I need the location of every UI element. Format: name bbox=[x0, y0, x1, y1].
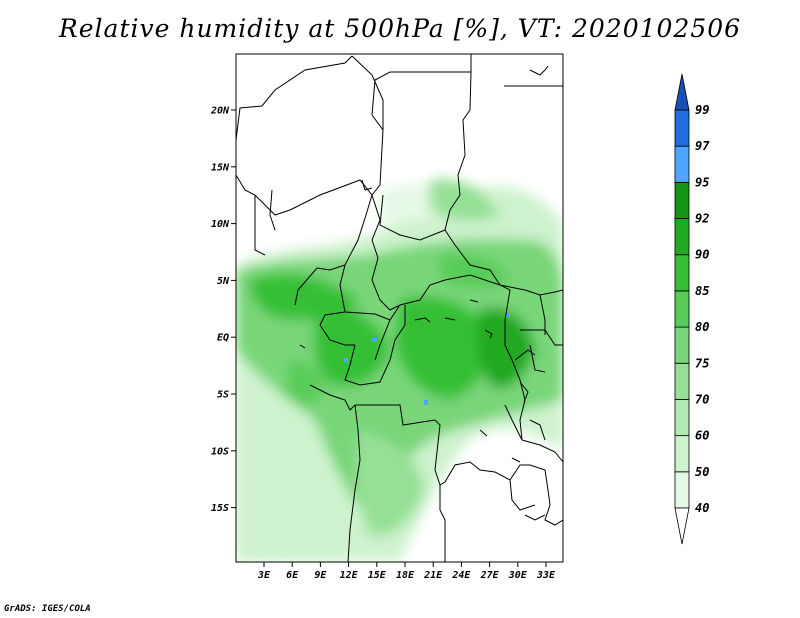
colorbar-level-label: 97 bbox=[695, 139, 710, 153]
colorbar-level-label: 60 bbox=[695, 429, 709, 443]
colorbar-level-label: 40 bbox=[695, 501, 709, 515]
lon-tick-label: 30E bbox=[508, 570, 528, 581]
map-frame bbox=[235, 53, 564, 563]
chart-title: Relative humidity at 500hPa [%], VT: 202… bbox=[58, 14, 742, 43]
lat-tick-label: EQ bbox=[217, 333, 229, 344]
lat-tick-label: 10N bbox=[211, 219, 230, 230]
colorbar-max-arrow bbox=[674, 73, 690, 111]
colorbar: 40 50 60 70 75 80 85 90 92 95 97 99 bbox=[674, 73, 710, 545]
latitude-axis: 20N 15N 10N 5N EQ 5S 10S 15S bbox=[210, 106, 236, 514]
colorbar-segment bbox=[674, 362, 690, 400]
colorbar-level-label: 70 bbox=[695, 392, 709, 406]
lat-tick-label: 20N bbox=[210, 106, 230, 117]
colorbar-level-label: 99 bbox=[695, 103, 709, 117]
colorbar-level-label: 80 bbox=[695, 320, 709, 334]
lon-tick-label: 27E bbox=[480, 570, 500, 581]
colorbar-segment bbox=[674, 145, 690, 183]
colorbar-segment bbox=[674, 435, 690, 473]
lon-tick-label: 9E bbox=[314, 570, 327, 581]
colorbar-segment bbox=[674, 109, 690, 147]
high-humidity-spots bbox=[343, 313, 510, 405]
lat-tick-label: 5S bbox=[217, 390, 229, 401]
lon-tick-label: 21E bbox=[423, 570, 443, 581]
longitude-axis: 3E 6E 9E 12E 15E 18E 21E 24E 27E 30E 33E bbox=[257, 562, 556, 581]
lon-tick-label: 6E bbox=[286, 570, 299, 581]
colorbar-segment bbox=[674, 471, 690, 509]
lat-tick-label: 15N bbox=[211, 162, 230, 173]
colorbar-level-label: 85 bbox=[695, 284, 709, 298]
lat-tick-label: 15S bbox=[211, 503, 229, 514]
humidity-field bbox=[236, 179, 563, 562]
lat-tick-label: 5N bbox=[217, 276, 230, 287]
colorbar-segment bbox=[674, 254, 690, 292]
colorbar-level-label: 75 bbox=[695, 356, 709, 370]
lon-tick-label: 18E bbox=[396, 570, 415, 581]
colorbar-level-label: 95 bbox=[695, 175, 709, 189]
colorbar-level-label: 92 bbox=[695, 212, 709, 226]
colorbar-segment bbox=[674, 290, 690, 328]
lon-tick-label: 12E bbox=[340, 570, 359, 581]
country-borders bbox=[236, 54, 563, 562]
lon-tick-label: 3E bbox=[257, 570, 271, 581]
grads-credit: GrADS: IGES/COLA bbox=[4, 604, 91, 614]
colorbar-level-label: 50 bbox=[695, 465, 709, 479]
colorbar-level-label: 90 bbox=[695, 248, 709, 262]
lon-tick-label: 33E bbox=[536, 570, 556, 581]
colorbar-segment bbox=[674, 399, 690, 437]
colorbar-segment bbox=[674, 326, 690, 364]
colorbar-segment bbox=[674, 218, 690, 256]
colorbar-min-arrow bbox=[674, 507, 690, 545]
lon-tick-label: 24E bbox=[451, 570, 471, 581]
colorbar-segment bbox=[674, 181, 690, 219]
lat-tick-label: 10S bbox=[211, 446, 229, 457]
lon-tick-label: 15E bbox=[368, 570, 387, 581]
